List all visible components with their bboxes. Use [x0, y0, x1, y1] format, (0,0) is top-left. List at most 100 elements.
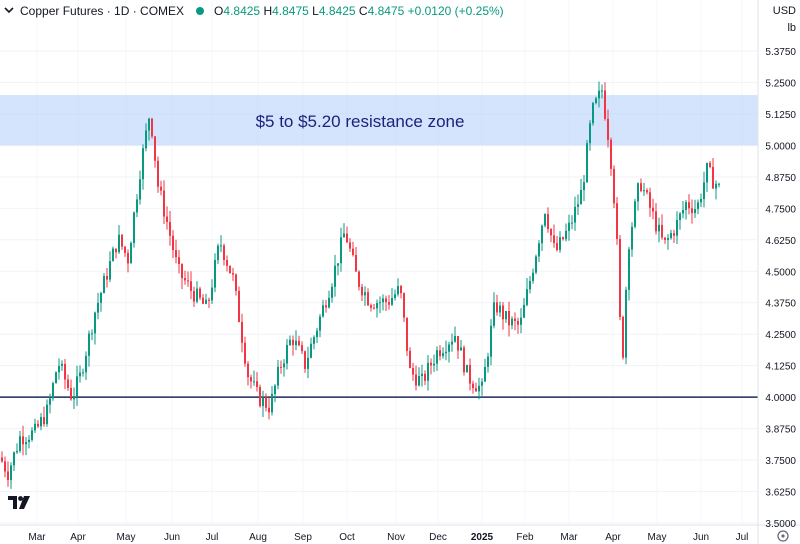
candle-body — [436, 350, 438, 364]
time-tick-label: Jun — [693, 532, 709, 543]
candle-body — [643, 190, 645, 192]
candle-body — [133, 212, 135, 244]
candle-body — [88, 333, 90, 356]
candle-body — [115, 248, 117, 253]
price-axis[interactable]: 5.3750 5.2500 5.1250 5.0000 4.8750 4.7500 4.62… — [765, 47, 796, 530]
time-tick-label: Dec — [429, 532, 447, 543]
candle-body — [439, 350, 441, 357]
candle-body — [46, 404, 48, 425]
candle-body — [670, 233, 672, 238]
settings-icon[interactable] — [777, 530, 789, 542]
low-value: 4.8425 — [318, 4, 356, 18]
time-axis[interactable]: Mar Apr May Jun Jul Aug Sep Oct Nov Dec 2025 Feb Mar… — [28, 532, 748, 543]
candle-body — [394, 294, 396, 298]
candle-body — [529, 281, 531, 290]
chevron-down-icon[interactable] — [3, 4, 15, 16]
candle-body — [307, 357, 309, 369]
candle-body — [550, 229, 552, 236]
candle-body — [4, 461, 6, 472]
currency-label[interactable]: USD — [772, 5, 796, 17]
candle-body — [652, 207, 654, 212]
unit-label[interactable]: lb — [787, 22, 796, 34]
candle-body — [277, 366, 279, 386]
change-value: +0.0120 (+0.25%) — [407, 4, 504, 18]
time-tick-label: Aug — [249, 532, 267, 543]
time-tick-label: Jun — [164, 532, 180, 543]
candle-body — [55, 372, 57, 384]
candle-body — [280, 366, 282, 368]
open-value: 4.8425 — [223, 4, 261, 18]
candle-body — [718, 183, 720, 185]
candle-body — [289, 339, 291, 346]
high-value: 4.8475 — [272, 4, 309, 18]
candle-body — [196, 288, 198, 302]
candle-body — [91, 333, 93, 335]
candle-body — [688, 202, 690, 209]
price-tick-label: 4.7500 — [765, 204, 796, 215]
candle-body — [502, 305, 504, 320]
grid — [0, 50, 758, 524]
candle-body — [406, 317, 408, 351]
candle-body — [76, 376, 78, 397]
candle-body — [508, 310, 510, 326]
price-tick-label: 5.1250 — [765, 110, 796, 121]
time-tick-label: Mar — [28, 532, 46, 543]
candle-body — [415, 374, 417, 386]
candle-body — [322, 305, 324, 317]
time-tick-label: Apr — [70, 532, 86, 543]
candle-body — [475, 388, 477, 392]
symbol-title[interactable]: Copper Futures · 1D · COMEX — [20, 4, 185, 18]
candle-body — [274, 385, 276, 395]
candle-body — [487, 356, 489, 367]
candle-body — [220, 245, 222, 247]
candle-body — [427, 362, 429, 381]
candle-body — [505, 310, 507, 320]
candle-body — [142, 148, 144, 180]
candle-body — [205, 299, 207, 304]
candle-body — [385, 298, 387, 303]
candle-body — [412, 367, 414, 375]
candle-body — [208, 299, 210, 301]
candle-body — [520, 317, 522, 325]
time-tick-label: May — [117, 532, 136, 543]
candle-body — [592, 103, 594, 124]
candle-body — [454, 336, 456, 342]
candle-body — [124, 246, 126, 253]
candle-body — [511, 318, 513, 326]
candle-body — [184, 278, 186, 281]
candle-body — [325, 305, 327, 308]
candle-body — [457, 336, 459, 351]
candle-body — [130, 243, 132, 264]
candle-body — [199, 288, 201, 298]
price-tick-label: 4.8750 — [765, 173, 796, 184]
candle-body — [310, 343, 312, 358]
candle-body — [517, 320, 519, 325]
candle-body — [340, 237, 342, 264]
price-tick-label: 4.0000 — [765, 393, 796, 404]
candle-body — [490, 325, 492, 357]
candle-body — [97, 302, 99, 313]
candle-body — [715, 183, 717, 189]
candle-body — [316, 330, 318, 338]
candle-body — [709, 162, 711, 167]
tradingview-logo[interactable] — [8, 496, 32, 510]
candle-body — [469, 364, 471, 384]
candle-body — [247, 363, 249, 378]
candle-body — [364, 292, 366, 296]
candle-body — [64, 363, 66, 380]
candle-body — [706, 162, 708, 183]
candle-body — [286, 345, 288, 364]
candle-body — [499, 305, 501, 313]
time-tick-label: Mar — [560, 532, 578, 543]
candle-body — [391, 297, 393, 305]
candle-body — [481, 381, 483, 386]
candle-body — [256, 381, 258, 388]
resistance-zone-label: $5 to $5.20 resistance zone — [256, 112, 465, 131]
candle-body — [637, 183, 639, 202]
candle-body — [352, 248, 354, 255]
candle-body — [535, 256, 537, 273]
candle-body — [496, 302, 498, 313]
candle-body — [151, 118, 153, 137]
candle-body — [625, 289, 627, 358]
